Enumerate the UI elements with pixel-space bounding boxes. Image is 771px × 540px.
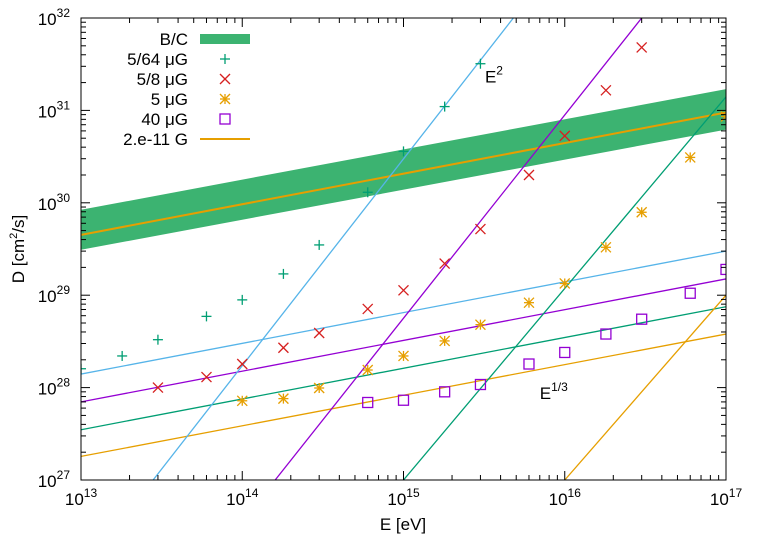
legend-marker-swatch bbox=[219, 113, 231, 125]
annotation-e-one-third: E1/3 bbox=[540, 380, 568, 403]
power-law-line bbox=[564, 294, 726, 480]
x-tick-label: 1015 bbox=[387, 486, 420, 509]
data-point-series-0 bbox=[117, 350, 128, 361]
legend-marker-swatch bbox=[219, 93, 231, 105]
data-point-series-1 bbox=[201, 371, 212, 383]
legend-entry: 5 μG bbox=[151, 90, 231, 109]
x-axis-label: E [eV] bbox=[380, 515, 426, 534]
x-tick-label: 1013 bbox=[65, 486, 98, 509]
data-point-series-3 bbox=[439, 386, 451, 398]
data-point-series-1 bbox=[313, 327, 325, 339]
power-law-line bbox=[81, 250, 726, 375]
data-point-series-1 bbox=[439, 258, 451, 270]
data-point-series-1 bbox=[152, 382, 164, 394]
data-point-series-3 bbox=[636, 313, 648, 325]
data-point-series-2 bbox=[236, 395, 248, 407]
data-point-series-0 bbox=[475, 58, 486, 69]
data-point-series-3 bbox=[362, 396, 374, 409]
data-point-series-3 bbox=[474, 378, 487, 391]
data-point-series-0 bbox=[81, 363, 86, 374]
data-point-series-1 bbox=[236, 358, 248, 370]
data-point-series-3 bbox=[600, 328, 612, 340]
data-point-series-2 bbox=[439, 335, 451, 347]
data-point-series-2 bbox=[523, 297, 535, 309]
power-law-line bbox=[274, 18, 643, 480]
data-point-series-0 bbox=[201, 311, 212, 322]
y-tick-label: 1028 bbox=[38, 376, 71, 399]
data-point-series-2 bbox=[277, 393, 289, 405]
line-2e-11-g bbox=[81, 111, 726, 236]
data-point-series-2 bbox=[684, 151, 696, 163]
data-point-series-3 bbox=[523, 358, 535, 370]
bc-band bbox=[81, 89, 726, 250]
data-point-series-3 bbox=[684, 287, 696, 299]
data-point-series-0 bbox=[362, 187, 373, 198]
data-point-series-2 bbox=[559, 277, 571, 289]
legend-marker-swatch bbox=[219, 73, 231, 85]
y-tick-label: 1029 bbox=[38, 283, 71, 306]
data-point-series-2 bbox=[313, 382, 325, 394]
data-point-series-3 bbox=[559, 346, 571, 359]
legend-marker-swatch bbox=[220, 54, 230, 64]
data-point-series-1 bbox=[277, 342, 289, 354]
legend-entry: 5/8 μG bbox=[137, 70, 231, 89]
data-point-series-0 bbox=[439, 101, 450, 112]
data-point-series-2 bbox=[398, 350, 409, 362]
data-point-series-2 bbox=[600, 241, 612, 253]
legend-label: 2.e-11 G bbox=[123, 130, 188, 149]
x-tick-label: 1016 bbox=[549, 486, 582, 509]
annotation-e-squared: E2 bbox=[485, 64, 503, 87]
data-point-series-2 bbox=[362, 364, 374, 376]
legend-entry: 40 μG bbox=[141, 110, 231, 129]
data-point-series-2 bbox=[474, 319, 486, 331]
legend-entry: 2.e-11 G bbox=[123, 130, 250, 149]
power-law-line bbox=[152, 18, 514, 480]
data-point-series-1 bbox=[398, 284, 409, 296]
data-point-series-1 bbox=[636, 41, 648, 53]
data-point-series-0 bbox=[314, 239, 325, 250]
data-point-series-1 bbox=[559, 130, 571, 142]
data-point-series-3 bbox=[720, 263, 726, 276]
power-law-line bbox=[81, 278, 726, 403]
legend-label: 5/64 μG bbox=[127, 50, 188, 69]
data-point-series-2 bbox=[636, 206, 648, 218]
y-tick-label: 1031 bbox=[38, 98, 71, 121]
data-point-series-0 bbox=[278, 268, 289, 279]
data-point-series-1 bbox=[474, 223, 486, 235]
y-axis-label: D [cm2/s] bbox=[8, 215, 28, 283]
y-tick-label: 1030 bbox=[38, 191, 71, 214]
data-point-series-0 bbox=[237, 294, 248, 305]
y-tick-label: 1032 bbox=[38, 6, 71, 29]
power-law-line bbox=[81, 306, 726, 431]
legend-entry: B/C bbox=[160, 30, 250, 49]
data-point-series-3 bbox=[397, 394, 410, 406]
y-tick-label: 1027 bbox=[38, 468, 71, 491]
data-point-series-1 bbox=[362, 303, 374, 315]
legend-label: 5/8 μG bbox=[137, 70, 188, 89]
x-tick-label: 1017 bbox=[710, 486, 743, 509]
x-tick-label: 1014 bbox=[226, 486, 259, 509]
data-point-series-0 bbox=[398, 146, 409, 157]
data-point-series-1 bbox=[523, 169, 535, 181]
legend-label: 5 μG bbox=[151, 90, 188, 109]
legend-label: 40 μG bbox=[141, 110, 188, 129]
legend-label: B/C bbox=[160, 30, 188, 49]
data-point-series-1 bbox=[600, 84, 612, 96]
legend-entry: 5/64 μG bbox=[127, 50, 230, 69]
data-point-series-0 bbox=[152, 334, 163, 345]
legend-band-swatch bbox=[200, 34, 250, 44]
